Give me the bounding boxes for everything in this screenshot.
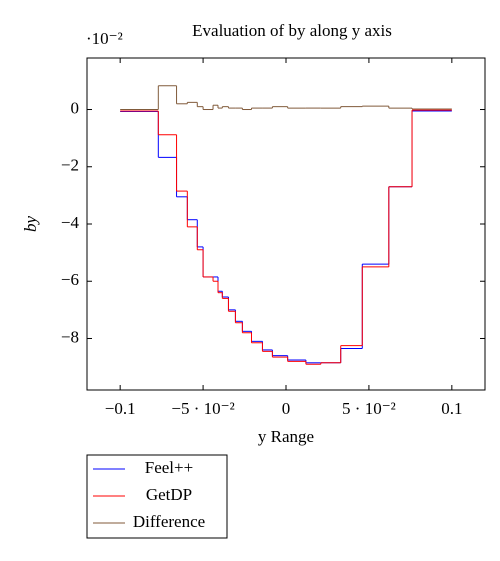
- y-tick-label: 0: [71, 98, 80, 117]
- y-tick-label: −6: [61, 270, 79, 289]
- legend-label: Feel++: [145, 458, 193, 477]
- axis-multiplier: ·10⁻²: [86, 29, 123, 48]
- x-tick-label: 5 · 10⁻²: [342, 399, 396, 418]
- x-tick-label: 0.1: [441, 399, 462, 418]
- y-tick-label: −2: [61, 156, 79, 175]
- legend-label: GetDP: [146, 485, 192, 504]
- x-axis-label: y Range: [258, 427, 314, 446]
- legend-label: Difference: [133, 512, 205, 531]
- y-axis-label: by: [21, 216, 40, 233]
- x-tick-label: −0.1: [105, 399, 136, 418]
- x-tick-label: −5 · 10⁻²: [171, 399, 234, 418]
- chart-title: Evaluation of by along y axis: [192, 21, 392, 40]
- y-tick-label: −8: [61, 327, 79, 346]
- x-tick-label: 0: [282, 399, 291, 418]
- y-tick-label: −4: [61, 213, 80, 232]
- plot-frame: [86, 57, 486, 391]
